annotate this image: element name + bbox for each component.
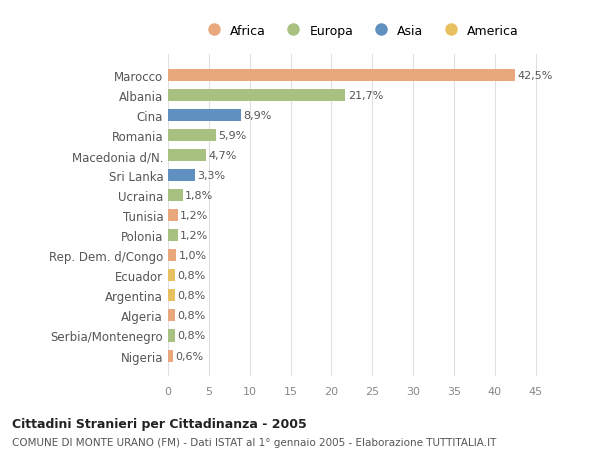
Bar [168,270,175,282]
Bar [168,130,216,142]
Text: 1,2%: 1,2% [180,211,209,221]
Text: 21,7%: 21,7% [348,91,383,101]
Text: 0,8%: 0,8% [177,291,205,301]
Text: 0,6%: 0,6% [175,351,203,361]
Text: 5,9%: 5,9% [218,131,247,141]
Text: 1,0%: 1,0% [179,251,207,261]
Text: 8,9%: 8,9% [243,111,272,121]
Bar [168,70,515,82]
Text: 0,8%: 0,8% [177,271,205,281]
Bar [168,90,345,102]
Text: 1,8%: 1,8% [185,191,214,201]
Bar [168,170,195,182]
Legend: Africa, Europa, Asia, America: Africa, Europa, Asia, America [196,20,524,43]
Text: COMUNE DI MONTE URANO (FM) - Dati ISTAT al 1° gennaio 2005 - Elaborazione TUTTIT: COMUNE DI MONTE URANO (FM) - Dati ISTAT … [12,437,496,447]
Text: 42,5%: 42,5% [518,71,553,81]
Bar [168,350,173,362]
Text: 1,2%: 1,2% [180,231,209,241]
Text: 0,8%: 0,8% [177,311,205,321]
Text: Cittadini Stranieri per Cittadinanza - 2005: Cittadini Stranieri per Cittadinanza - 2… [12,417,307,430]
Bar [168,290,175,302]
Bar [168,190,183,202]
Bar [168,210,178,222]
Text: 0,8%: 0,8% [177,331,205,341]
Text: 4,7%: 4,7% [209,151,237,161]
Bar [168,150,206,162]
Bar [168,110,241,122]
Bar [168,250,176,262]
Bar [168,330,175,342]
Bar [168,310,175,322]
Bar [168,230,178,242]
Text: 3,3%: 3,3% [197,171,226,181]
